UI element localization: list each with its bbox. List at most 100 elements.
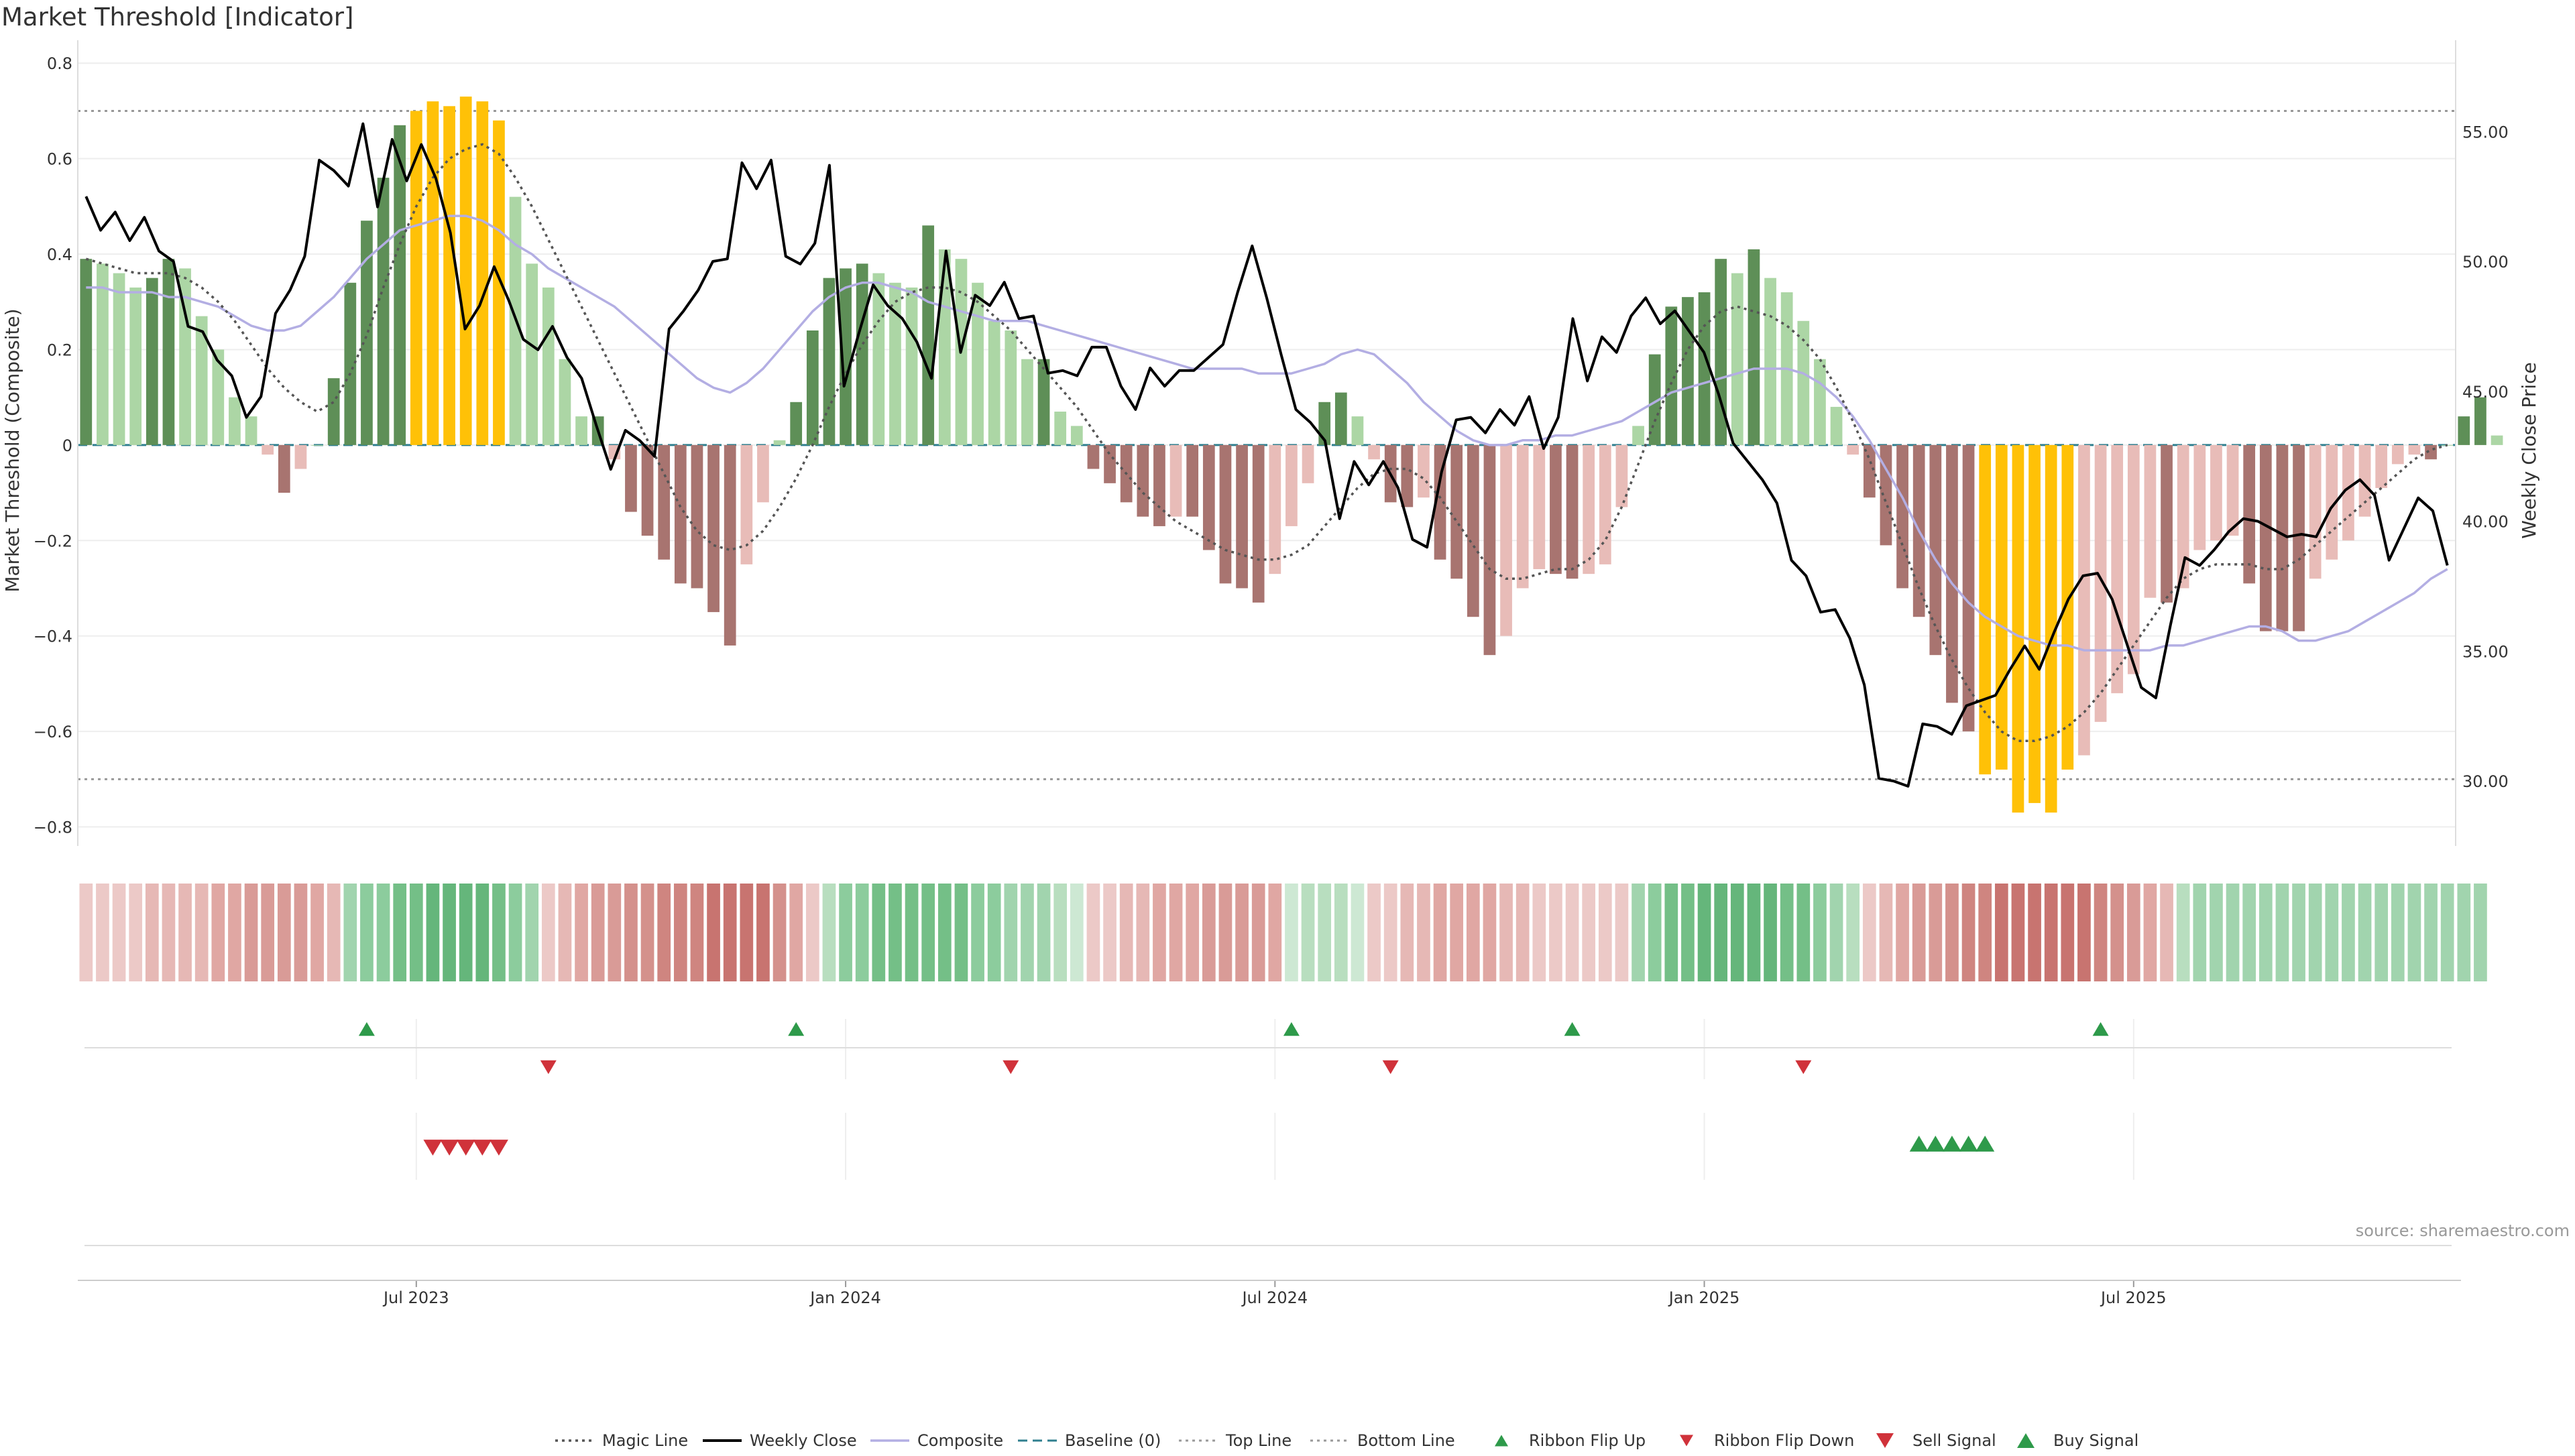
bar <box>476 101 489 445</box>
ribbon-cell <box>360 884 374 981</box>
bar <box>1037 359 1050 445</box>
y-axis-label-right: Weekly Close Price <box>2518 362 2540 538</box>
ribbon-cell <box>905 884 919 981</box>
ribbon-cell <box>1615 884 1629 981</box>
legend-item: Sell Signal <box>1864 1425 1996 1456</box>
bar <box>2111 444 2124 694</box>
ribbon-cell <box>987 884 1001 981</box>
bar <box>2358 444 2371 517</box>
ribbon-cell <box>1598 884 1612 981</box>
bar <box>1715 259 1727 445</box>
legend-label: Sell Signal <box>1912 1431 1996 1450</box>
bar <box>790 402 803 445</box>
bar <box>2226 444 2239 536</box>
ribbon-cell <box>1994 884 2008 981</box>
sell-signal-marker <box>423 1140 443 1156</box>
ribbon-cell <box>839 884 852 981</box>
ribbon-cell <box>2028 884 2041 981</box>
bar <box>1252 444 1265 603</box>
ribbon-cell <box>2176 884 2190 981</box>
bar <box>559 359 571 445</box>
bar <box>1896 444 1908 589</box>
bar <box>1748 249 1760 445</box>
bar <box>1830 406 1843 445</box>
sell-signal-marker <box>440 1140 459 1156</box>
sell-signal-marker <box>456 1140 475 1156</box>
legend-symbol <box>1680 1435 1693 1447</box>
buy-signal-marker <box>1976 1136 1995 1152</box>
x-tick-label: Jul 2025 <box>2100 1288 2167 1307</box>
bar <box>1797 320 1810 445</box>
ribbon-cell <box>1004 884 1018 981</box>
bar <box>1995 444 2008 770</box>
ribbon-cell <box>294 884 308 981</box>
ribbon-cell <box>1582 884 1596 981</box>
bar <box>2193 444 2206 550</box>
ribbon-cell <box>1367 884 1381 981</box>
bar <box>1583 444 1595 574</box>
ribbon-cell <box>459 884 473 981</box>
ribbon-flip-up-marker <box>358 1022 375 1036</box>
ribbon-cell <box>1202 884 1216 981</box>
ribbon-cell <box>1383 884 1397 981</box>
ribbon-cell <box>96 884 109 981</box>
bar <box>1219 444 1232 584</box>
ribbon-cell <box>244 884 258 981</box>
bar <box>1368 444 1380 460</box>
legend-symbol <box>870 1439 909 1442</box>
ribbon-cell <box>1764 884 1777 981</box>
ribbon-cell <box>1285 884 1298 981</box>
legend-label: Buy Signal <box>2053 1431 2139 1450</box>
threshold-lines <box>78 109 2456 780</box>
ribbon-cell <box>2044 884 2058 981</box>
weekly-close-line <box>84 122 2449 788</box>
bar <box>1648 354 1661 445</box>
legend-label: Weekly Close <box>750 1431 857 1450</box>
legend-symbol <box>703 1439 742 1442</box>
ribbon-cell <box>1648 884 1662 981</box>
legend-marker <box>2017 1433 2035 1449</box>
bar <box>889 282 901 445</box>
legend-label: Magic Line <box>602 1431 689 1450</box>
ribbon-cell <box>508 884 522 981</box>
bar <box>97 263 109 445</box>
bar <box>229 397 241 445</box>
x-tick-label: Jul 2024 <box>1241 1288 1308 1307</box>
bar <box>195 316 208 445</box>
axes: 0.8 0.6 0.4 0.2 0 −0.2 −0.4 −0.6 −0.8 55.00 50.00 4… <box>34 40 2509 1307</box>
ribbon-cell <box>162 884 176 981</box>
bar <box>2144 444 2157 598</box>
ribbon-cell <box>1070 884 1084 981</box>
bar <box>410 111 422 445</box>
bar <box>245 416 258 445</box>
ribbon-cell <box>921 884 935 981</box>
bar <box>1169 444 1182 517</box>
ribbon-cell <box>1351 884 1365 981</box>
ribbon-cell <box>2292 884 2305 981</box>
legend-item: Buy Signal <box>2005 1425 2138 1456</box>
ribbon-cell <box>1417 884 1430 981</box>
y-tick-label-right: 40.00 <box>2462 513 2509 532</box>
ribbon-cell <box>1532 884 1546 981</box>
ribbon-cell <box>2358 884 2372 981</box>
bar <box>2326 444 2338 560</box>
ribbon-cell <box>805 884 819 981</box>
ribbon-cell <box>1549 884 1562 981</box>
bar <box>2078 444 2090 755</box>
ribbon-cell <box>1978 884 1992 981</box>
ribbon-cell <box>443 884 456 981</box>
bar <box>905 287 918 445</box>
ribbon-cell <box>1747 884 1761 981</box>
ribbon-cell <box>723 884 737 981</box>
ribbon-cell <box>2077 884 2091 981</box>
ribbon-cell <box>492 884 506 981</box>
ribbon-cell <box>1681 884 1695 981</box>
bar <box>2458 416 2470 445</box>
ribbon-cell <box>2424 884 2438 981</box>
bar <box>1450 444 1463 579</box>
buy-signal-marker <box>1926 1136 1945 1152</box>
bar <box>2293 444 2305 631</box>
legend-item: Composite <box>869 1425 1003 1456</box>
ribbon-cell <box>228 884 241 981</box>
bar <box>146 278 158 445</box>
